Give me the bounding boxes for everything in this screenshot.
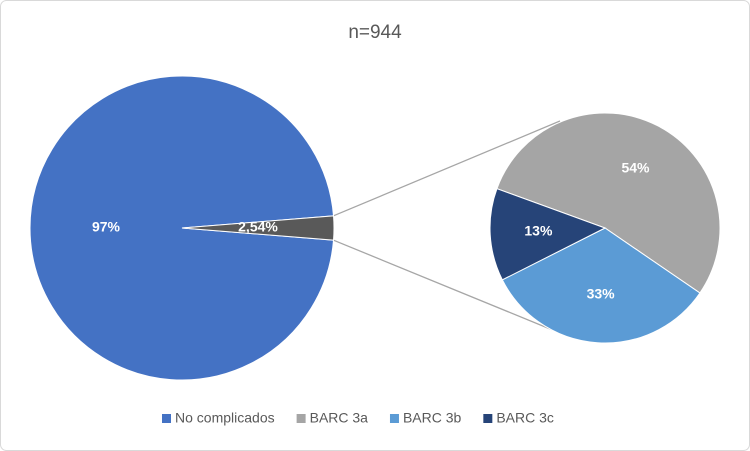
pie-slice (496, 112, 721, 294)
data-label: 97% (92, 219, 121, 235)
legend-swatch (296, 414, 306, 423)
data-label: 33% (587, 285, 616, 301)
legend-swatch (389, 414, 399, 423)
legend-label: BARC 3b (403, 410, 462, 426)
data-label: 13% (524, 223, 553, 239)
legend-swatch (483, 414, 493, 423)
legend-label: BARC 3a (310, 410, 369, 426)
connector-line (333, 120, 561, 217)
legend-label: BARC 3c (496, 410, 554, 426)
legend-swatch (162, 414, 171, 423)
chart-title: n=944 (348, 22, 402, 43)
legend-label: No complicados (175, 410, 275, 426)
pie-slice (489, 188, 607, 281)
data-label: 54% (621, 159, 650, 175)
data-label: 2,54% (238, 219, 278, 235)
pie-slice (501, 227, 701, 344)
pie-slice (29, 75, 335, 381)
pie-slice (181, 215, 335, 241)
connector-line (333, 239, 556, 332)
